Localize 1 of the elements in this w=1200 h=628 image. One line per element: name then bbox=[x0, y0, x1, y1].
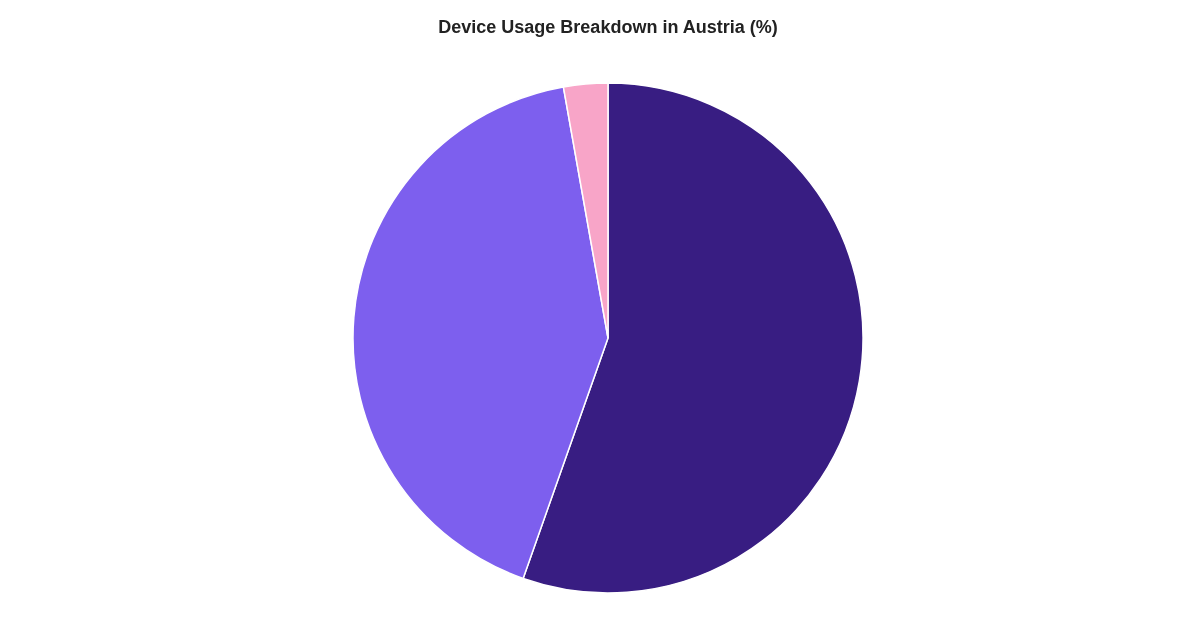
chart-title: Device Usage Breakdown in Austria (%) bbox=[438, 17, 778, 37]
